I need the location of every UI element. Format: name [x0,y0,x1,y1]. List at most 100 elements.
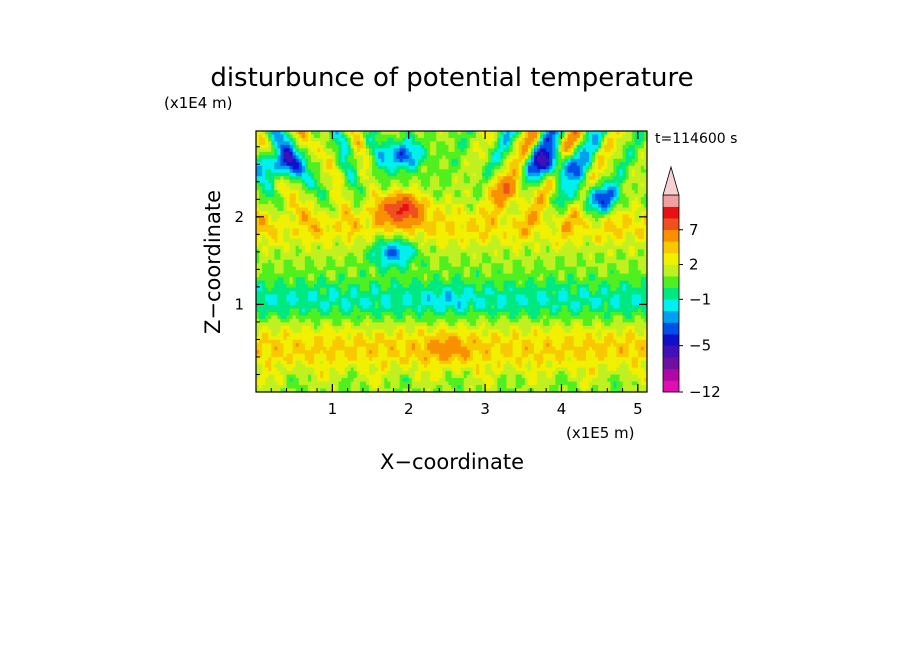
field-cell [628,242,633,247]
field-cell [280,211,285,216]
field-cell [466,169,471,174]
field-cell [451,172,456,177]
field-cell [283,221,288,226]
field-cell [424,176,428,181]
field-cell [530,231,535,236]
field-cell [283,200,288,205]
field-cell [411,218,416,223]
field-cell [262,256,266,261]
field-cell [402,141,407,146]
field-cell [561,183,566,188]
field-cell [497,172,501,177]
field-cell [399,256,404,261]
field-cell [485,179,489,184]
field-cell [558,211,563,216]
field-cell [314,162,318,167]
field-cell [365,231,370,236]
field-cell [643,204,647,209]
field-cell [494,245,498,250]
field-cell [518,186,523,191]
field-cell [457,200,462,205]
field-cell [454,179,459,184]
field-cell [552,238,556,243]
field-cell [414,245,419,250]
field-cell [411,144,416,149]
field-cell [475,238,480,243]
field-cell [286,158,291,163]
field-cell [469,165,474,170]
field-cell [405,200,410,205]
field-cell [332,224,337,230]
field-cell [570,204,575,209]
field-cell [570,193,575,198]
field-cell [430,200,434,205]
field-cell [292,197,297,202]
field-cell [579,137,584,143]
field-cell [518,238,523,243]
field-cell [579,224,584,230]
field-cell [420,190,425,195]
field-cell [375,200,379,205]
field-cell [540,190,544,195]
field-cell [329,218,333,223]
field-cell [286,218,291,223]
field-cell [595,165,599,170]
field-cell [576,242,581,247]
field-cell [408,242,413,247]
field-cell [549,224,553,230]
field-cell [561,228,566,233]
field-cell [411,211,416,216]
field-cell [332,242,337,247]
field-cell [301,172,306,177]
field-cell [475,137,480,143]
field-cell [424,144,428,149]
field-cell [405,169,410,174]
field-cell [283,176,288,181]
field-cell [457,231,462,236]
field-cell [631,131,636,136]
field-cell [417,190,422,195]
field-cell [359,169,364,174]
field-cell [381,228,385,233]
field-cell [506,186,511,191]
field-cell [256,193,260,198]
field-cell [390,214,395,219]
field-cell [375,221,379,226]
field-cell [372,186,376,191]
field-cell [637,221,642,226]
field-cell [607,148,611,153]
field-cell [433,242,437,247]
field-cell [527,238,532,243]
field-cell [347,207,352,212]
field-cell [494,172,498,177]
field-cell [405,214,410,219]
field-cell [362,238,367,243]
field-cell [350,252,355,257]
field-cell [616,263,621,268]
field-cell [549,183,553,188]
field-cell [396,211,401,216]
field-cell [402,249,407,254]
field-cell [259,183,263,188]
field-cell [298,259,303,264]
field-cell [567,259,572,264]
field-cell [530,155,535,160]
field-cell [387,162,391,167]
field-cell [399,228,404,233]
field-cell [286,252,291,257]
field-cell [488,193,492,198]
field-cell [436,131,440,136]
field-cell [570,179,575,184]
field-cell [592,162,596,167]
field-cell [540,183,544,188]
field-cell [573,214,578,219]
field-cell [625,214,630,219]
field-cell [436,193,440,198]
field-cell [396,207,401,212]
field-cell [546,193,550,198]
field-cell [259,144,263,149]
field-cell [567,183,572,188]
field-cell [530,179,535,184]
field-cell [274,256,278,261]
field-cell [555,228,560,233]
